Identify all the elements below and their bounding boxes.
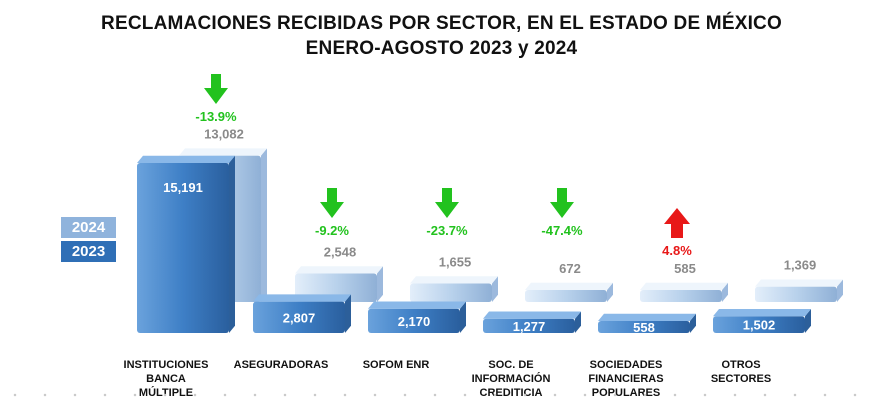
- bar-2024-1-side: [377, 266, 383, 302]
- bar-2023-0-side: [229, 155, 235, 333]
- bar-2023-0: [137, 163, 229, 333]
- bar-2023-3-top: [483, 311, 581, 319]
- value-2024-3: 672: [559, 261, 581, 276]
- bar-2024-2-side: [492, 276, 498, 302]
- chart-title-line-2: ENERO-AGOSTO 2023 y 2024: [305, 38, 578, 59]
- category-label-line: SOFOM ENR: [362, 359, 430, 371]
- category-label-line: SOCIEDADES: [589, 359, 663, 371]
- arrow-up-icon-4: [664, 208, 690, 238]
- category-label-line: SECTORES: [710, 373, 772, 385]
- bar-2023-2: [368, 308, 460, 333]
- dotted-baseline: [0, 393, 883, 397]
- bar-2024-3-side: [607, 282, 613, 302]
- bar-2024-3-top: [525, 282, 613, 290]
- category-label-line: INFORMACIÓN: [471, 373, 551, 385]
- bar-2023-4-top: [598, 313, 696, 321]
- category-label-line: FINANCIERAS: [588, 373, 664, 385]
- bar-2024-5-side: [837, 279, 843, 302]
- legend-2023: 2023: [61, 241, 116, 262]
- category-label-line: BANCA: [146, 373, 186, 385]
- value-2023-0: 15,191: [163, 180, 203, 195]
- bar-2023-1-top: [253, 294, 351, 302]
- bar-2023-4: [598, 321, 690, 333]
- change-label-1: -9.2%: [315, 223, 349, 238]
- change-label-4: 4.8%: [662, 243, 692, 258]
- bar-2023-5-side: [805, 308, 811, 333]
- bar-2024-5-top: [755, 279, 843, 287]
- category-label-1: ASEGURADORAS: [221, 358, 341, 372]
- bar-2023-3-side: [575, 311, 581, 333]
- bar-2024-4-side: [722, 282, 728, 302]
- category-label-5: OTROS SECTORES: [681, 358, 801, 386]
- category-label-line: SOC. DE: [488, 359, 534, 371]
- bar-2023-5: [713, 316, 805, 333]
- bar-2024-1-top: [295, 266, 383, 274]
- bar-2024-4-top: [640, 282, 728, 290]
- category-label-line: OTROS: [721, 359, 761, 371]
- bar-2024-0-top: [179, 148, 267, 156]
- bar-2024-3: [525, 290, 607, 302]
- bar-2023-0-top: [137, 155, 235, 163]
- category-label-line: INSTITUCIONES: [123, 359, 209, 371]
- change-label-0: -13.9%: [195, 109, 237, 124]
- change-label-2: -23.7%: [426, 223, 468, 238]
- legend-2024: 2024: [61, 217, 116, 238]
- value-2023-5: 1,502: [743, 318, 776, 333]
- value-2024-4: 585: [674, 261, 696, 276]
- bar-2024-2: [410, 283, 492, 302]
- bar-2023-2-side: [460, 301, 466, 333]
- value-2023-3: 1,277: [513, 319, 546, 334]
- bar-2023-4-side: [690, 313, 696, 333]
- bar-2024-2-top: [410, 276, 498, 284]
- arrow-down-icon-0: [204, 74, 228, 104]
- arrow-down-icon-2: [435, 188, 459, 218]
- category-label-line: ASEGURADORAS: [233, 359, 329, 371]
- value-2024-1: 2,548: [324, 244, 357, 259]
- bar-2023-2-top: [368, 301, 466, 309]
- value-2024-2: 1,655: [439, 254, 472, 269]
- arrow-down-icon-1: [320, 188, 344, 218]
- category-label-2: SOFOM ENR: [336, 358, 456, 372]
- bar-2024-5: [755, 286, 837, 302]
- value-2023-1: 2,807: [283, 310, 316, 325]
- change-label-3: -47.4%: [541, 223, 583, 238]
- bar-2023-1-side: [345, 294, 351, 333]
- arrow-down-icon-3: [550, 188, 574, 218]
- bar-2023-1: [253, 301, 345, 333]
- value-2024-5: 1,369: [784, 258, 817, 273]
- value-2023-4: 558: [633, 320, 655, 335]
- bar-2023-3: [483, 318, 575, 333]
- chart-title-line-1: RECLAMACIONES RECIBIDAS POR SECTOR, EN E…: [101, 13, 782, 34]
- bar-2024-0-side: [261, 148, 267, 302]
- value-2023-2: 2,170: [398, 314, 431, 329]
- value-2024-0: 13,082: [204, 127, 244, 142]
- bar-2023-5-top: [713, 308, 811, 317]
- bar-2024-4: [640, 290, 722, 302]
